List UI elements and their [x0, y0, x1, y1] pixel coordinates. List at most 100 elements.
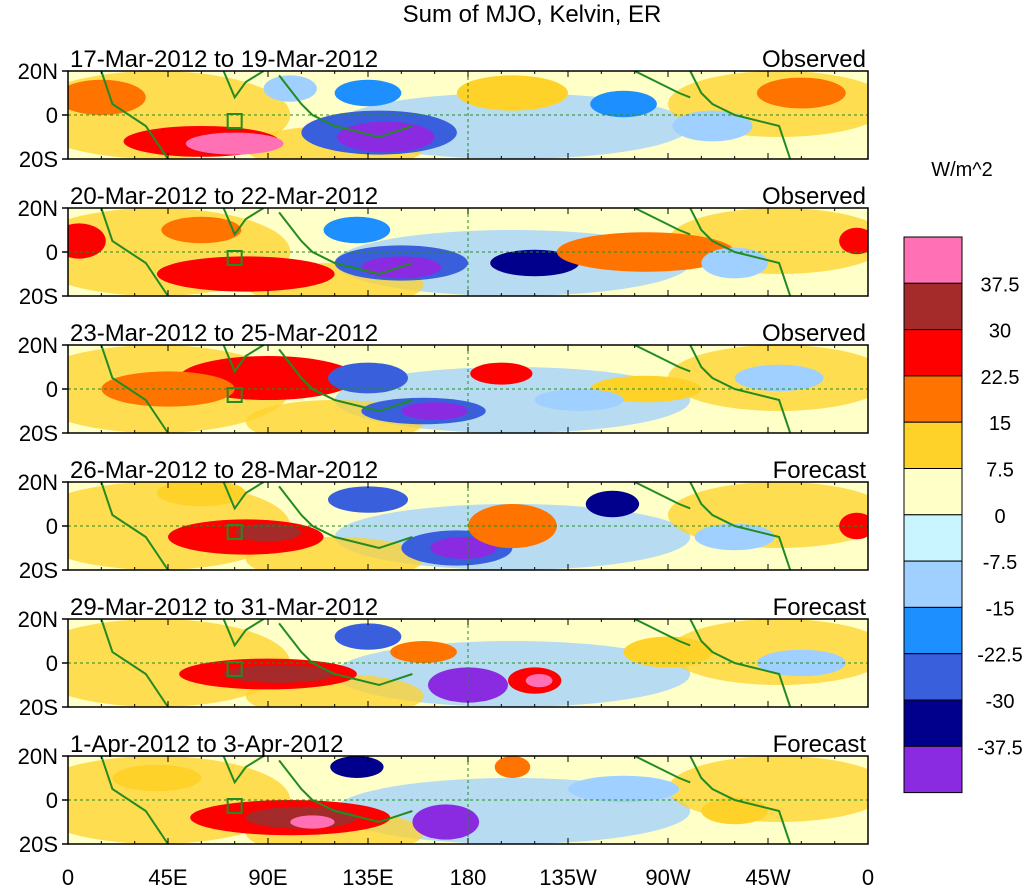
x-axis: 0 45E 90E 135E 180 135W 90W 45W 0 — [62, 865, 874, 889]
coastline — [278, 622, 413, 687]
lon-tick-label: 90W — [645, 865, 690, 889]
coastline — [634, 71, 691, 99]
colorbar-swatch — [903, 421, 963, 470]
contour-blob — [490, 249, 580, 277]
coastline — [278, 348, 413, 413]
contour-blob — [412, 804, 480, 840]
lon-tick-label: 90E — [248, 865, 287, 889]
colorbar-label: 15 — [989, 413, 1011, 435]
lat-tick-label: 20N — [18, 59, 58, 84]
coastline — [689, 71, 792, 159]
lat-tick-label: 20N — [18, 196, 58, 221]
map-panel: 29-Mar-2012 to 31-Mar-2012 Forecast 20N 0 20… — [18, 594, 869, 720]
map-panel: 17-Mar-2012 to 19-Mar-2012 Observed 20N 0 20… — [18, 46, 869, 172]
lat-tick-label: 20S — [19, 284, 58, 309]
coastline — [634, 345, 691, 373]
coastline — [100, 756, 169, 844]
colorbar-swatch — [903, 745, 963, 794]
lat-tick-label: 0 — [46, 103, 58, 128]
coastline — [689, 208, 792, 296]
colorbar-label: 0 — [994, 506, 1005, 528]
region-box — [226, 113, 243, 129]
contour-blob — [701, 797, 769, 825]
panel-date-range: 20-Mar-2012 to 22-Mar-2012 — [70, 183, 378, 210]
coastline — [689, 482, 792, 570]
contour-blob — [756, 77, 846, 109]
coastline — [100, 208, 169, 296]
panel-status: Forecast — [773, 731, 867, 758]
contour-blob — [156, 256, 335, 292]
colorbar: 37.5 30 22.5 15 7.5 0 -7.5 -15 -22.5 -30 -37.5 — [903, 236, 1023, 794]
contour-blob — [101, 371, 235, 407]
coastline — [634, 756, 691, 784]
coastline — [100, 71, 169, 159]
map-panel: 26-Mar-2012 to 28-Mar-2012 Forecast 20N 0 20… — [18, 457, 869, 583]
region-box — [226, 387, 243, 403]
contour-blob — [534, 389, 624, 411]
coastline — [222, 619, 265, 648]
coastline — [222, 208, 265, 237]
coastline — [689, 756, 792, 844]
lat-tick-label: 20N — [18, 333, 58, 358]
contour-blob — [290, 815, 335, 829]
lat-tick-label: 20S — [19, 695, 58, 720]
contour-blob — [694, 523, 775, 551]
lon-tick-label: 45W — [745, 865, 790, 889]
lat-tick-label: 20S — [19, 832, 58, 857]
contour-blob — [585, 490, 640, 518]
contour-blob — [430, 537, 497, 559]
region-box — [226, 661, 243, 677]
colorbar-swatch — [903, 514, 963, 562]
colorbar-units: W/m^2 — [931, 159, 993, 181]
contour-blob — [623, 636, 713, 668]
contour-blob — [330, 756, 384, 778]
coastline — [222, 71, 265, 100]
contour-blob — [590, 90, 657, 118]
panel-status: Observed — [762, 183, 866, 210]
panel-status: Forecast — [773, 457, 867, 484]
lat-tick-label: 0 — [46, 377, 58, 402]
chart-title: Sum of MJO, Kelvin, ER — [403, 1, 662, 28]
lat-tick-label: 20S — [19, 558, 58, 583]
panel-date-range: 17-Mar-2012 to 19-Mar-2012 — [70, 46, 378, 73]
contour-blob — [328, 486, 408, 513]
colorbar-label: 37.5 — [981, 274, 1020, 296]
panel-status: Forecast — [773, 594, 867, 621]
panels: 17-Mar-2012 to 19-Mar-2012 Observed 20N 0 20… — [18, 46, 869, 857]
panel-status: Observed — [762, 320, 866, 347]
coastline — [222, 756, 265, 785]
contour-blob — [334, 623, 402, 650]
lon-tick-label: 135E — [342, 865, 393, 889]
colorbar-swatch — [903, 606, 963, 655]
contour-blob — [185, 132, 284, 155]
lat-tick-label: 20N — [18, 470, 58, 495]
region-box — [226, 798, 243, 814]
coastline — [689, 619, 792, 707]
contour-blob — [839, 227, 868, 255]
panel-date-range: 29-Mar-2012 to 31-Mar-2012 — [70, 594, 378, 621]
contour-blob — [336, 121, 435, 153]
colorbar-label: 7.5 — [986, 460, 1014, 482]
coastline — [222, 345, 265, 374]
contour-blob — [494, 756, 531, 778]
contour-blob — [156, 482, 246, 507]
lon-tick-label: 180 — [450, 865, 487, 889]
contour-blob — [470, 362, 533, 385]
lat-tick-label: 20N — [18, 744, 58, 769]
coastline — [634, 482, 691, 510]
panel-status: Observed — [762, 46, 866, 73]
colorbar-swatch — [903, 468, 963, 516]
colorbar-swatch — [903, 329, 963, 377]
colorbar-label: -7.5 — [983, 552, 1017, 574]
lon-tick-label: 0 — [62, 865, 74, 889]
contour-blob — [323, 216, 391, 244]
coastline — [634, 208, 691, 236]
coastline — [278, 211, 413, 276]
contour-blob — [456, 75, 568, 111]
contour-blob — [68, 79, 146, 115]
contour-blob — [390, 641, 457, 663]
colorbar-swatch — [903, 653, 963, 701]
colorbar-label: 22.5 — [981, 367, 1020, 389]
map-panel: 1-Apr-2012 to 3-Apr-2012 Forecast 20N 0 20S — [18, 731, 869, 857]
